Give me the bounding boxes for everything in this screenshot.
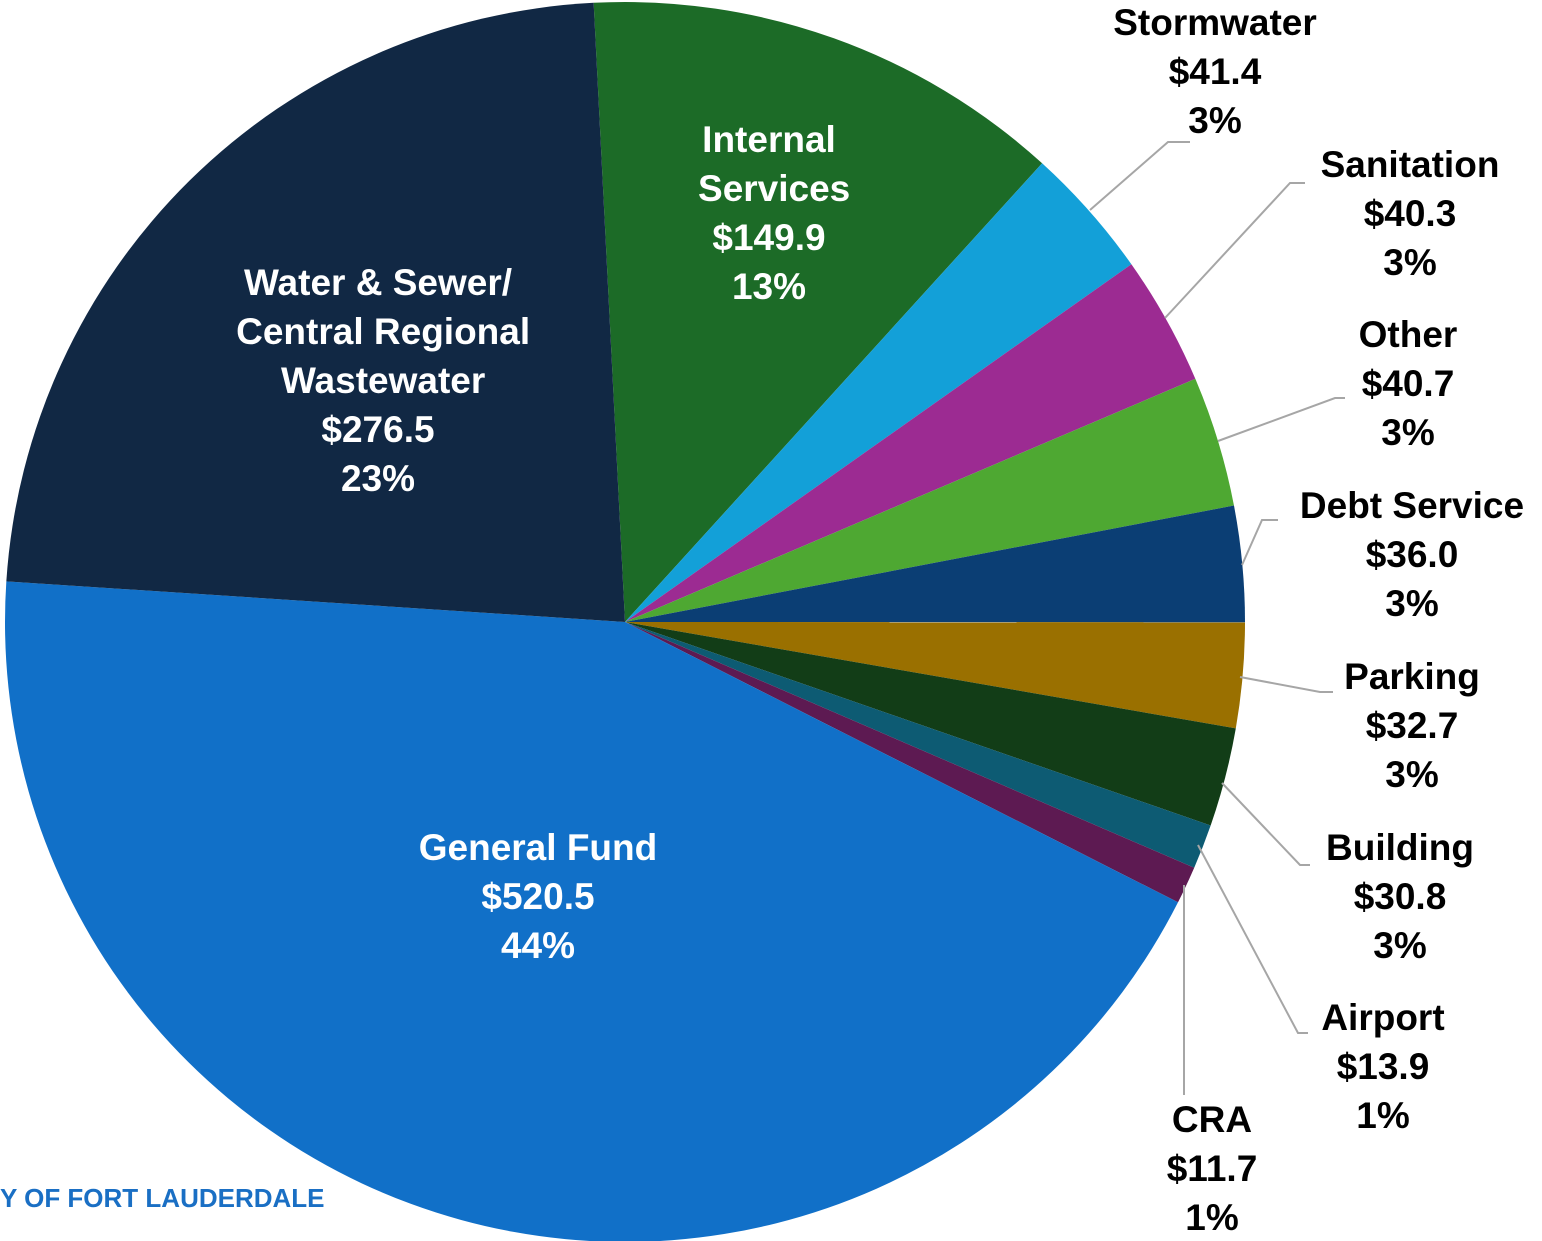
value-label: $30.8 (1354, 876, 1447, 917)
percent-label: 3% (1188, 100, 1241, 141)
leader-line (1217, 397, 1345, 442)
pie-slice (625, 622, 1195, 903)
percent-label: 13% (732, 266, 806, 307)
percent-label: 1% (1356, 1095, 1409, 1136)
pie-slice (6, 2, 625, 622)
pie-slice (625, 264, 1196, 622)
slice-label: Water & Sewer/ Central Regional Wastewat… (226, 262, 530, 401)
value-label: $32.7 (1366, 705, 1459, 746)
value-label: $36.0 (1366, 534, 1459, 575)
slice-label: Internal Services (688, 119, 851, 209)
value-label: $40.7 (1362, 363, 1455, 404)
leader-line (1089, 141, 1190, 211)
pie-slice (593, 2, 1043, 623)
percent-label: 3% (1373, 925, 1426, 966)
value-label: $520.5 (481, 876, 594, 917)
slice-label: Debt Service (1300, 485, 1524, 526)
pie-slice (625, 622, 1211, 868)
percent-label: 23% (341, 458, 415, 499)
percent-label: 3% (1385, 754, 1438, 795)
value-label: $276.5 (321, 409, 434, 450)
footer: Y OF FORT LAUDERDALE (0, 1183, 325, 1213)
percent-label: 1% (1185, 1197, 1238, 1238)
slice-label: Building (1326, 827, 1474, 868)
slice-label: Stormwater (1113, 2, 1317, 43)
value-label: $13.9 (1337, 1046, 1430, 1087)
percent-label: 3% (1383, 242, 1436, 283)
slice-label: Airport (1321, 997, 1444, 1038)
leader-line (1241, 519, 1278, 566)
slice-label: Sanitation (1321, 144, 1500, 185)
slice-label: CRA (1172, 1099, 1252, 1140)
slice-label: General Fund (419, 827, 657, 868)
slice-label: Other (1359, 314, 1458, 355)
leader-line (1197, 844, 1308, 1034)
pie-slice (4, 581, 1179, 1241)
pie-slice (625, 622, 1236, 826)
percent-label: 44% (501, 925, 575, 966)
value-label: $149.9 (712, 217, 825, 258)
percent-label: 3% (1385, 583, 1438, 624)
pie-slice (625, 163, 1132, 622)
value-label: $41.4 (1169, 51, 1262, 92)
leader-line (1221, 782, 1310, 866)
value-label: $11.7 (1167, 1148, 1258, 1189)
slice-label: Parking (1344, 656, 1480, 697)
pie-slice (625, 378, 1234, 622)
value-label: $40.3 (1364, 193, 1457, 234)
pie-slice (625, 505, 1246, 623)
percent-label: 3% (1381, 412, 1434, 453)
leader-line (1164, 182, 1305, 319)
leader-line (1239, 676, 1333, 693)
pie-slice (625, 622, 1245, 729)
